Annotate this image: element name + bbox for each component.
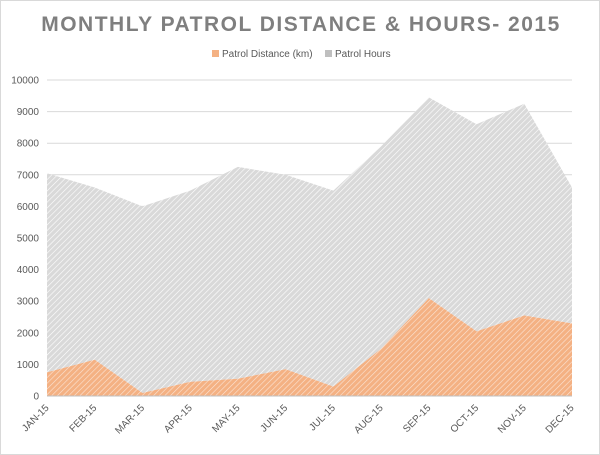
x-tick-label: OCT-15 (449, 403, 482, 436)
x-tick-label: SEP-15 (401, 403, 433, 435)
x-tick-label: FEB-15 (68, 403, 100, 435)
y-tick-label: 1000 (17, 360, 40, 371)
legend-label: Patrol Distance (km) (222, 49, 313, 60)
y-tick-label: 8000 (17, 139, 40, 150)
y-tick-label: 4000 (17, 265, 40, 276)
x-tick-label: DEC-15 (544, 403, 577, 436)
y-tick-label: 7000 (17, 170, 40, 181)
y-tick-label: 2000 (17, 328, 40, 339)
legend-swatch (325, 50, 332, 57)
x-tick-label: MAR-15 (113, 403, 147, 437)
y-tick-label: 3000 (17, 297, 40, 308)
y-tick-label: 5000 (17, 234, 40, 245)
y-tick-label: 0 (33, 392, 39, 403)
x-tick-label: AUG-15 (352, 403, 386, 437)
legend-swatch (212, 50, 219, 57)
y-tick-label: 10000 (11, 76, 39, 87)
y-tick-label: 6000 (17, 202, 40, 213)
x-tick-label: JUN-15 (258, 403, 290, 435)
x-tick-label: JUL-15 (307, 403, 338, 434)
x-tick-label: NOV-15 (496, 403, 529, 436)
chart-title: MONTHLY PATROL DISTANCE & HOURS- 2015 (41, 13, 561, 36)
legend-label: Patrol Hours (335, 49, 391, 60)
area-series-2 (47, 97, 572, 393)
x-tick-label: MAY-15 (210, 403, 242, 435)
y-tick-label: 9000 (17, 107, 40, 118)
area-series-1 (47, 298, 572, 396)
x-tick-label: JAN-15 (20, 403, 52, 435)
x-tick-label: APR-15 (162, 403, 195, 436)
